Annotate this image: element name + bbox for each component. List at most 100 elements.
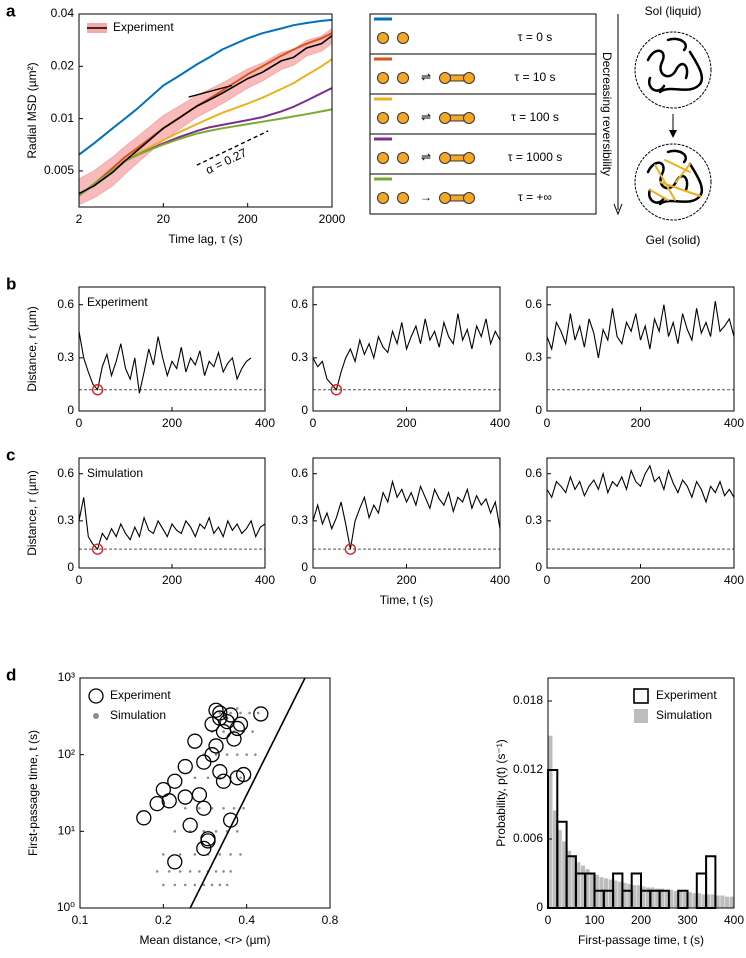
bead [397,32,409,44]
scatter-point [208,738,224,754]
y-tick-label: 0 [301,560,308,574]
scatter-point [253,706,269,722]
polymer-chain [646,161,689,192]
histogram-bar [724,896,730,909]
scatter-point [232,806,236,810]
bead [463,72,475,84]
y-tick-label: 0 [67,403,74,417]
bead [377,112,389,124]
scatter-point [161,793,177,809]
bead [397,112,409,124]
x-tick-label: 200 [238,212,258,226]
x-tick-label: 200 [631,913,651,927]
x-tick-label: 0 [310,573,317,587]
scatter-point [218,853,222,856]
polymer-chain [647,188,666,204]
x-tick-label: 0.2 [155,913,172,927]
scatter-point [239,853,242,856]
first-passage-marker [91,384,104,396]
reaction-symbol: ⇌ [421,70,431,84]
y-tick-label: 0.6 [57,466,74,480]
x-tick-label: 2 [76,212,83,226]
scatter-point [206,776,210,780]
scatter-point [202,830,206,833]
x-tick-label: 0.4 [238,913,255,927]
y-tick-label: 0 [301,403,308,417]
y-tick-label: 0 [535,560,542,574]
scatter-point [210,883,214,887]
y-tick-label: 0.01 [51,111,75,125]
y-tick-label: 0 [535,403,542,417]
y-axis-label: Distance, r (µm) [25,306,39,392]
reaction-symbol: ⇌ [421,110,431,124]
x-tick-label: 0 [76,573,83,587]
arrow-head [669,130,677,138]
y-tick-label: 10³ [58,670,75,684]
series-line [78,18,333,156]
error-band-fill [79,28,332,205]
scatter-point [229,720,245,737]
legend-swatch [633,688,649,704]
x-tick-label: 200 [162,573,182,587]
trace [546,464,735,504]
reversibility-label: Decreasing reversibility [600,52,614,176]
scatter-point [218,883,222,887]
bead [463,192,475,204]
gel-drawing [634,143,712,221]
scatter-point [235,707,239,710]
plot-frame [546,286,735,412]
y-tick-label: 0.3 [291,350,308,364]
fit-line [189,677,306,909]
x-tick-label: 100 [584,913,604,927]
scatter-point [183,806,187,810]
scatter-point [177,789,193,805]
y-tick-label: 0.3 [525,350,542,364]
diagram-frame [369,13,597,215]
polymer-chain [646,49,689,80]
x-axis-label: Time, t (s) [380,593,434,607]
y-tick-label: 0.012 [513,762,543,776]
scatter-point [193,883,197,887]
trace [78,331,252,394]
y-tick-label: 0.3 [57,350,74,364]
y-tick-label: 0.6 [525,466,542,480]
scatter-point [239,711,242,715]
scatter-point [183,883,187,887]
scatter-point [191,787,208,803]
scatter-point [214,830,218,833]
scatter-point [222,707,239,723]
bead [439,192,451,204]
scatter-point [178,870,182,873]
x-tick-label: 0 [544,416,551,430]
reversibility-arrow-head [613,203,623,216]
tau-label: τ = 100 s [511,110,559,124]
panel-label: b [6,274,16,293]
tau-label: τ = 1000 s [508,150,562,164]
y-tick-label: 0 [536,900,543,914]
scatter-point [196,754,212,770]
y-tick-label: 0.006 [513,831,543,845]
x-tick-label: 0 [544,573,551,587]
series-line [78,32,333,197]
x-tick-label: 2000 [319,212,346,226]
scatter-point [204,716,220,732]
first-passage-marker [91,543,104,555]
scatter-point [225,753,229,756]
x-tick-label: 0.8 [322,913,339,927]
scatter-point [226,731,242,747]
x-tick-label: 200 [162,416,182,430]
first-passage-marker [344,543,357,555]
x-tick-label: 200 [630,573,650,587]
scatter-point [239,776,242,780]
x-tick-label: 200 [396,416,416,430]
bead [377,192,389,204]
scatter-point [215,773,232,789]
x-tick-label: 300 [677,913,697,927]
scatter-point [198,806,201,810]
x-tick-label: 400 [255,416,275,430]
sol-drawing [634,31,712,109]
scatter-point [187,733,203,749]
trace [312,313,501,391]
panel-label: d [6,665,16,684]
